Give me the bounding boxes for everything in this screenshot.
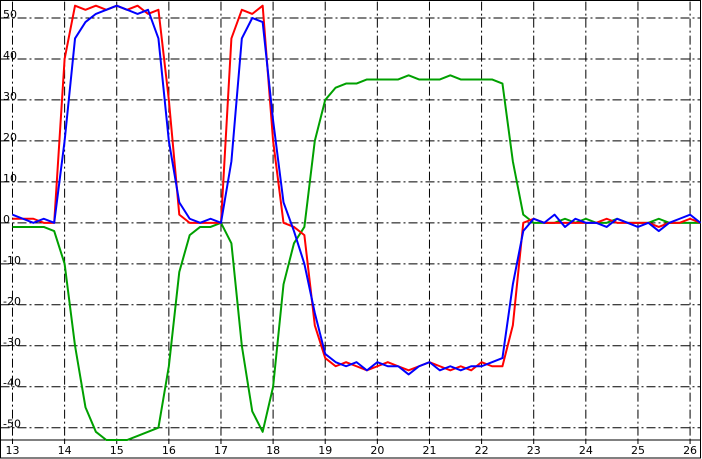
x-tick-label: 20 <box>370 444 384 457</box>
x-tick-label: 23 <box>527 444 541 457</box>
y-tick-label: 10 <box>3 172 17 185</box>
y-tick-label: 40 <box>3 49 17 62</box>
y-tick-label: 0 <box>3 213 10 226</box>
x-tick-label: 16 <box>162 444 176 457</box>
y-tick-label: -50 <box>3 418 21 431</box>
y-tick-label: -40 <box>3 377 21 390</box>
x-tick-label: 17 <box>214 444 228 457</box>
x-tick-label: 22 <box>475 444 489 457</box>
x-tick-label: 21 <box>422 444 436 457</box>
x-tick-label: 25 <box>631 444 645 457</box>
y-tick-label: 20 <box>3 131 17 144</box>
plot-area <box>0 0 701 441</box>
y-tick-label: -10 <box>3 254 21 267</box>
y-tick-label: 30 <box>3 90 17 103</box>
x-tick-label: 24 <box>579 444 593 457</box>
x-tick-label: 15 <box>110 444 124 457</box>
series-line <box>12 4 702 376</box>
x-tick-label: 19 <box>318 444 332 457</box>
y-tick-label: 50 <box>3 8 17 21</box>
x-tick-label: 26 <box>683 444 697 457</box>
x-tick-label: 14 <box>58 444 72 457</box>
series-line <box>12 74 701 441</box>
y-tick-label: -30 <box>3 336 21 349</box>
x-axis-strip <box>0 439 701 459</box>
x-tick-label: 18 <box>266 444 280 457</box>
x-tick-label: 13 <box>5 444 19 457</box>
y-tick-label: -20 <box>3 295 21 308</box>
